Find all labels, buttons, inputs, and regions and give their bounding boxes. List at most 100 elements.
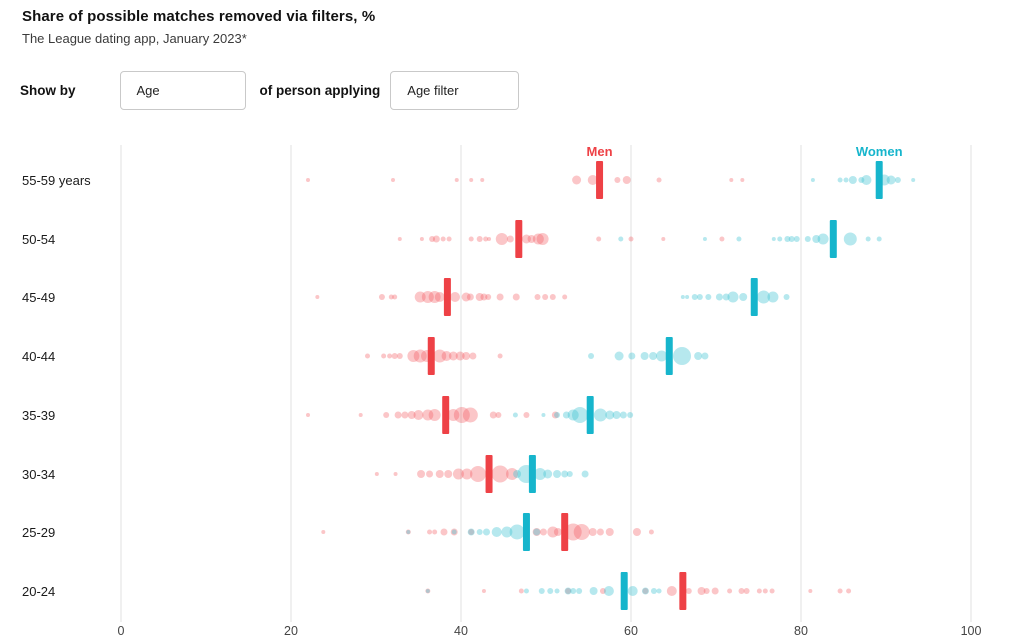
- dot-women: [691, 294, 698, 300]
- dot-women: [848, 176, 857, 184]
- dot-women: [593, 408, 607, 422]
- dot-men: [401, 411, 409, 419]
- dot-women: [467, 528, 475, 536]
- row-label: 40-44: [22, 349, 55, 364]
- dot-women: [911, 178, 916, 182]
- dot-men: [466, 293, 474, 301]
- dot-men: [661, 237, 666, 241]
- dot-women: [650, 588, 657, 594]
- dot-men: [614, 177, 621, 183]
- dot-women: [612, 411, 621, 419]
- dot-women: [562, 411, 570, 419]
- dot-women: [804, 236, 811, 242]
- dot-men: [743, 588, 750, 594]
- dot-men: [711, 587, 719, 595]
- dot-men: [481, 589, 486, 593]
- dot-women: [476, 529, 483, 535]
- dot-men: [846, 588, 852, 594]
- age-filter-select[interactable]: Age filter: [390, 71, 520, 110]
- dot-women: [543, 469, 553, 479]
- dot-women: [553, 470, 562, 478]
- dot-women: [614, 351, 624, 361]
- dot-men: [476, 236, 483, 242]
- dot-women: [491, 527, 502, 537]
- dot-women: [627, 412, 634, 418]
- dot-women: [512, 412, 518, 418]
- dot-men: [738, 588, 745, 594]
- dot-men: [469, 352, 477, 360]
- dot-women: [561, 470, 569, 478]
- dot-men: [506, 468, 518, 480]
- dot-men: [512, 293, 520, 301]
- dot-men: [461, 468, 473, 480]
- dot-men: [527, 235, 536, 243]
- dot-men: [452, 468, 464, 480]
- filter-controls: Show by Age of person applying Age filte…: [20, 71, 520, 110]
- dot-men: [444, 470, 453, 478]
- median-bar-men: [427, 337, 435, 375]
- dot-women: [619, 411, 627, 419]
- dot-women: [570, 588, 577, 594]
- dot-men: [421, 291, 434, 303]
- dot-women: [483, 528, 490, 536]
- dot-women: [640, 352, 649, 360]
- dot-men: [551, 411, 559, 419]
- dot-men: [518, 588, 524, 594]
- dot-men: [391, 353, 398, 359]
- dot-men: [480, 293, 488, 301]
- dot-men: [506, 235, 514, 243]
- dot-men: [419, 237, 424, 241]
- dot-men: [605, 528, 614, 536]
- chart-header: Share of possible matches removed via fi…: [22, 8, 375, 46]
- dot-women: [858, 177, 865, 183]
- median-bar-women: [875, 161, 883, 199]
- row-label: 35-39: [22, 408, 55, 423]
- dot-men: [388, 294, 394, 300]
- dot-women: [715, 293, 723, 301]
- dot-women: [656, 588, 662, 594]
- dot-women: [843, 177, 849, 183]
- dot-men: [462, 352, 471, 360]
- dot-women: [694, 352, 703, 360]
- dot-women: [736, 236, 742, 242]
- dot-men: [435, 470, 444, 478]
- dot-women: [767, 291, 779, 303]
- dot-men: [397, 237, 402, 241]
- median-bar-women: [829, 220, 837, 258]
- dot-men: [468, 236, 474, 242]
- dot-men: [358, 413, 363, 417]
- dot-men: [564, 523, 582, 541]
- dot-men: [470, 466, 486, 482]
- dot-women: [861, 175, 872, 185]
- show-by-select[interactable]: Age: [119, 71, 246, 110]
- x-axis-tick-label: 0: [118, 624, 125, 636]
- dot-men: [572, 175, 582, 185]
- dot-men: [596, 528, 604, 536]
- dot-men: [413, 349, 427, 363]
- dot-men: [808, 589, 813, 593]
- dot-men: [455, 351, 465, 361]
- dot-men: [534, 294, 541, 300]
- x-axis-tick-label: 80: [794, 624, 808, 636]
- dot-men: [425, 588, 431, 594]
- legend-women-label: Women: [856, 144, 903, 159]
- dot-men: [321, 530, 326, 534]
- dot-men: [648, 529, 654, 535]
- dot-men: [462, 407, 478, 423]
- dot-men: [414, 291, 426, 303]
- dot-men: [393, 472, 398, 476]
- median-bar-women: [586, 396, 594, 434]
- dot-women: [523, 588, 529, 594]
- dot-men: [441, 351, 452, 361]
- dot-women: [533, 528, 541, 536]
- dot-women: [603, 586, 614, 596]
- row-label: 50-54: [22, 232, 55, 247]
- dot-women: [757, 290, 771, 304]
- dot-men: [495, 412, 502, 418]
- dot-men: [588, 528, 597, 536]
- dot-men: [365, 353, 370, 359]
- dot-women: [618, 236, 624, 242]
- dot-men: [562, 294, 568, 300]
- dot-women: [894, 177, 901, 183]
